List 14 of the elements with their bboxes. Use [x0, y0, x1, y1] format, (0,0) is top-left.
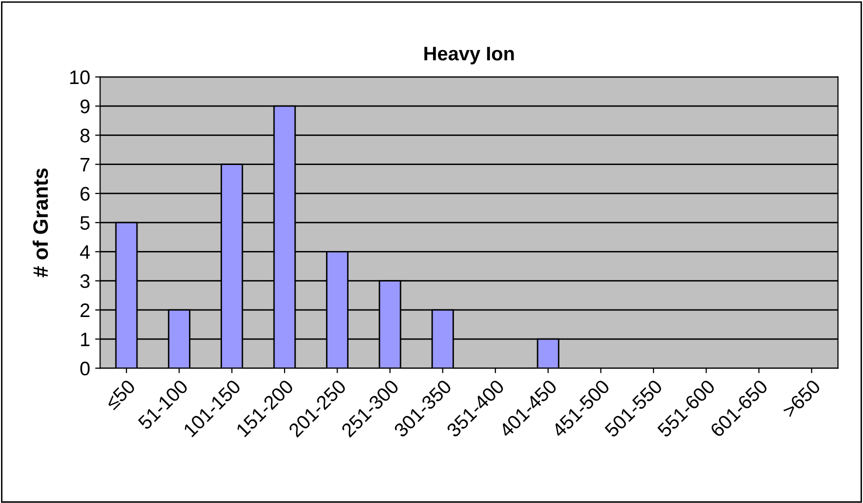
y-tick-label: 3	[80, 274, 90, 288]
y-tick-label: 10	[70, 70, 90, 84]
y-tick-label: 1	[81, 332, 90, 346]
y-tick-label: 7	[80, 158, 90, 172]
y-axis-title: # of Grants	[32, 168, 48, 278]
y-tick-label: 2	[80, 303, 90, 317]
y-tick-label: 4	[80, 245, 90, 259]
y-tick-label: 0	[80, 362, 90, 376]
y-tick-label: 5	[80, 216, 90, 230]
y-tick-label: 9	[80, 100, 90, 114]
y-tick-label: 8	[80, 128, 90, 142]
x-tick-label: ≤50	[104, 378, 136, 410]
chart-title: Heavy Ion	[424, 46, 514, 64]
y-tick-label: 6	[80, 186, 90, 201]
